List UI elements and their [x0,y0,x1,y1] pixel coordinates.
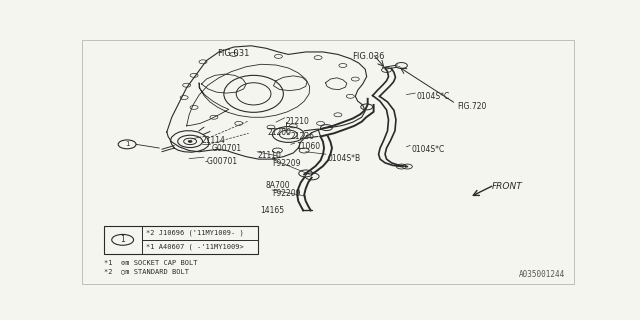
Text: G00701: G00701 [211,144,241,153]
Text: 21114: 21114 [202,136,225,146]
Text: 0104S*C: 0104S*C [412,145,445,154]
Text: *1 A40607 ( -'11MY1009>: *1 A40607 ( -'11MY1009> [146,244,244,250]
Text: 14165: 14165 [260,206,285,215]
Text: FRONT: FRONT [492,182,523,191]
Text: 0104S*B: 0104S*B [327,154,360,163]
Text: 21200: 21200 [268,128,291,137]
Text: FIG.031: FIG.031 [218,49,250,58]
Text: *2  ○m STANDARD BOLT: *2 ○m STANDARD BOLT [104,269,189,275]
Text: 1: 1 [125,141,129,147]
Circle shape [188,140,192,142]
Text: 11060: 11060 [296,142,320,151]
Text: 21236: 21236 [291,132,315,140]
Text: *1  ⊙m SOCKET CAP BOLT: *1 ⊙m SOCKET CAP BOLT [104,260,197,266]
Text: 1: 1 [120,235,125,244]
Text: F92209: F92209 [273,189,301,198]
Text: FIG.720: FIG.720 [457,102,486,111]
Text: *2 J10696 ('11MY1009- ): *2 J10696 ('11MY1009- ) [146,229,244,236]
Text: F92209: F92209 [273,159,301,168]
Text: A035001244: A035001244 [519,270,565,279]
Text: 0104S*C: 0104S*C [416,92,449,101]
Text: FIG.036: FIG.036 [353,52,385,61]
Text: 21210: 21210 [286,117,310,126]
Text: 21110: 21110 [257,151,282,160]
Text: 8A700: 8A700 [266,181,291,190]
Text: -G00701: -G00701 [205,157,238,166]
Bar [104,226,257,254]
